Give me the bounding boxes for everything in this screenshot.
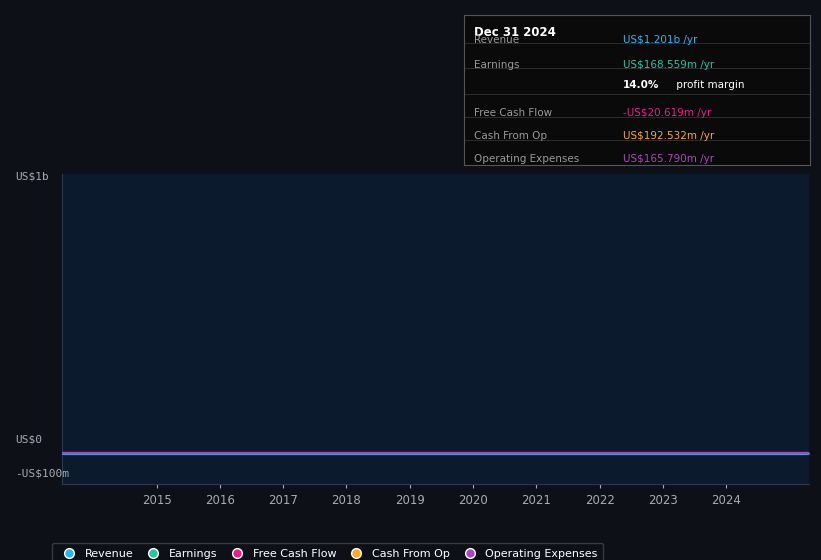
Text: Revenue: Revenue	[475, 35, 520, 45]
Text: Earnings: Earnings	[475, 60, 520, 70]
Text: US$192.532m /yr: US$192.532m /yr	[623, 132, 714, 142]
Text: -US$100m: -US$100m	[15, 468, 69, 478]
Text: US$0: US$0	[15, 435, 42, 445]
Text: -US$20.619m /yr: -US$20.619m /yr	[623, 108, 712, 118]
Text: US$1b: US$1b	[15, 171, 48, 181]
Text: profit margin: profit margin	[673, 80, 745, 90]
Text: Operating Expenses: Operating Expenses	[475, 155, 580, 165]
Text: US$1.201b /yr: US$1.201b /yr	[623, 35, 698, 45]
Text: US$168.559m /yr: US$168.559m /yr	[623, 60, 714, 70]
Text: 14.0%: 14.0%	[623, 80, 659, 90]
Legend: Revenue, Earnings, Free Cash Flow, Cash From Op, Operating Expenses: Revenue, Earnings, Free Cash Flow, Cash …	[53, 543, 603, 560]
Text: US$165.790m /yr: US$165.790m /yr	[623, 155, 714, 165]
Text: Dec 31 2024: Dec 31 2024	[475, 26, 556, 39]
Text: Free Cash Flow: Free Cash Flow	[475, 108, 553, 118]
Text: Cash From Op: Cash From Op	[475, 132, 548, 142]
